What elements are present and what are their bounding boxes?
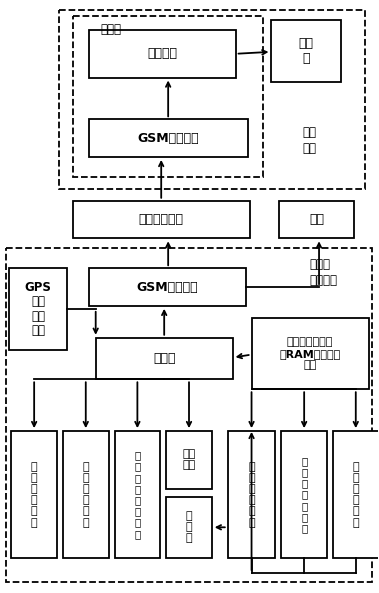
Bar <box>89 119 247 157</box>
Text: 绿
冲
突
检
测
模
块: 绿 冲 突 检 测 模 块 <box>301 456 307 533</box>
Bar <box>333 431 379 558</box>
Text: GSM通讯模块: GSM通讯模块 <box>137 132 199 145</box>
Text: 电子地图: 电子地图 <box>147 47 177 60</box>
Bar <box>166 496 212 558</box>
Bar <box>114 431 160 558</box>
Bar <box>59 10 365 189</box>
Text: 监控
平台: 监控 平台 <box>302 126 316 155</box>
Text: 实
时
时
钟
模
块: 实 时 时 钟 模 块 <box>83 461 89 528</box>
Text: GSM通讯模块: GSM通讯模块 <box>136 280 198 294</box>
Text: 单片机异常检测
与RAM数据保护
模块: 单片机异常检测 与RAM数据保护 模块 <box>279 337 341 370</box>
Text: 手机: 手机 <box>309 213 324 226</box>
Text: 容
错
控
制
模
块: 容 错 控 制 模 块 <box>248 461 255 528</box>
Text: 信号控
制机终端: 信号控 制机终端 <box>309 259 337 287</box>
Bar <box>271 20 341 82</box>
Text: 打印
机: 打印 机 <box>299 37 314 65</box>
Text: 无线传输网络: 无线传输网络 <box>139 213 184 226</box>
Bar <box>89 268 246 306</box>
Bar <box>63 431 109 558</box>
Text: 键盘
模块: 键盘 模块 <box>182 449 196 470</box>
Text: 显
示
屏: 显 示 屏 <box>186 511 192 544</box>
Text: 单片机: 单片机 <box>153 352 175 365</box>
Text: GPS
全球
定位
模块: GPS 全球 定位 模块 <box>25 280 52 337</box>
Bar <box>89 30 236 78</box>
Bar <box>166 431 212 489</box>
Text: 灯
色
驱
动
模
块: 灯 色 驱 动 模 块 <box>31 461 38 528</box>
Text: 信
号
输
出
锁
存
模
块: 信 号 输 出 锁 存 模 块 <box>134 450 141 538</box>
Text: 信
号
灯
组
模
块: 信 号 灯 组 模 块 <box>352 461 359 528</box>
Bar <box>228 431 276 558</box>
Bar <box>9 268 67 350</box>
Bar <box>73 200 249 238</box>
Bar <box>279 200 354 238</box>
Text: 服务器: 服务器 <box>101 23 122 36</box>
Bar <box>73 16 263 177</box>
Bar <box>96 337 233 380</box>
Bar <box>6 248 372 582</box>
Bar <box>11 431 57 558</box>
Bar <box>281 431 327 558</box>
Bar <box>252 318 369 390</box>
